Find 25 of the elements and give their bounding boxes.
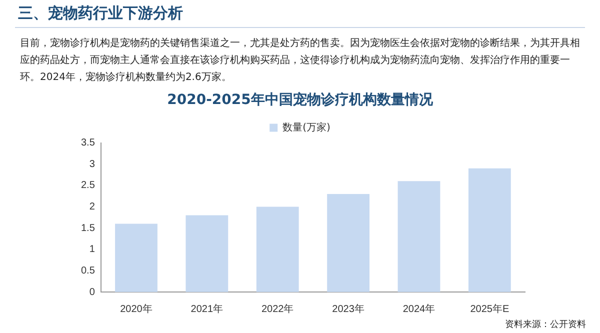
y-tick-label: 0 bbox=[89, 286, 96, 298]
x-tick-label: 2023年 bbox=[332, 302, 364, 315]
y-tick-label: 0.5 bbox=[80, 265, 96, 276]
bar bbox=[256, 206, 299, 292]
x-tick-label: 2025年E bbox=[470, 302, 510, 315]
y-tick-label: 3.5 bbox=[80, 138, 96, 149]
y-tick-label: 3 bbox=[89, 158, 96, 170]
bar bbox=[398, 181, 440, 292]
bar bbox=[115, 224, 158, 292]
chart-title: 2020-2025年中国宠物诊疗机构数量情况 bbox=[167, 91, 434, 108]
y-tick-label: 2 bbox=[89, 201, 96, 212]
text: 三、宠物药行业下游分析 bbox=[18, 4, 183, 23]
y-tick-label: 1.5 bbox=[80, 222, 96, 234]
text: 资料来源：公开资料 bbox=[505, 318, 586, 331]
bar bbox=[468, 168, 511, 292]
bar bbox=[186, 215, 228, 292]
x-tick-label: 2021年 bbox=[190, 302, 224, 315]
x-tick-label: 2020年 bbox=[120, 302, 152, 315]
x-tick-label: 2022年 bbox=[261, 302, 294, 315]
legend-label: 数量(万家) bbox=[282, 121, 330, 134]
text: 目前，宠物诊疗机构是宠物药的关键销售渠道之一，尤其是处方药的售卖。因为宠物医生会依据对宠物的诊断结果，为其开具相应的药品处方，而宠物主人通常会直接在该诊疗机构购买药品，这使得诊疗机构成为宠物药流向宠物、发挥治疗作用的重要一环。2024年，宠物诊疗机构数量约为2.6万家。 bbox=[20, 36, 581, 85]
y-tick-label: 1 bbox=[89, 244, 96, 256]
y-tick-label: 2.5 bbox=[80, 180, 96, 192]
bar bbox=[327, 194, 370, 292]
x-tick-label: 2024年 bbox=[402, 302, 436, 315]
